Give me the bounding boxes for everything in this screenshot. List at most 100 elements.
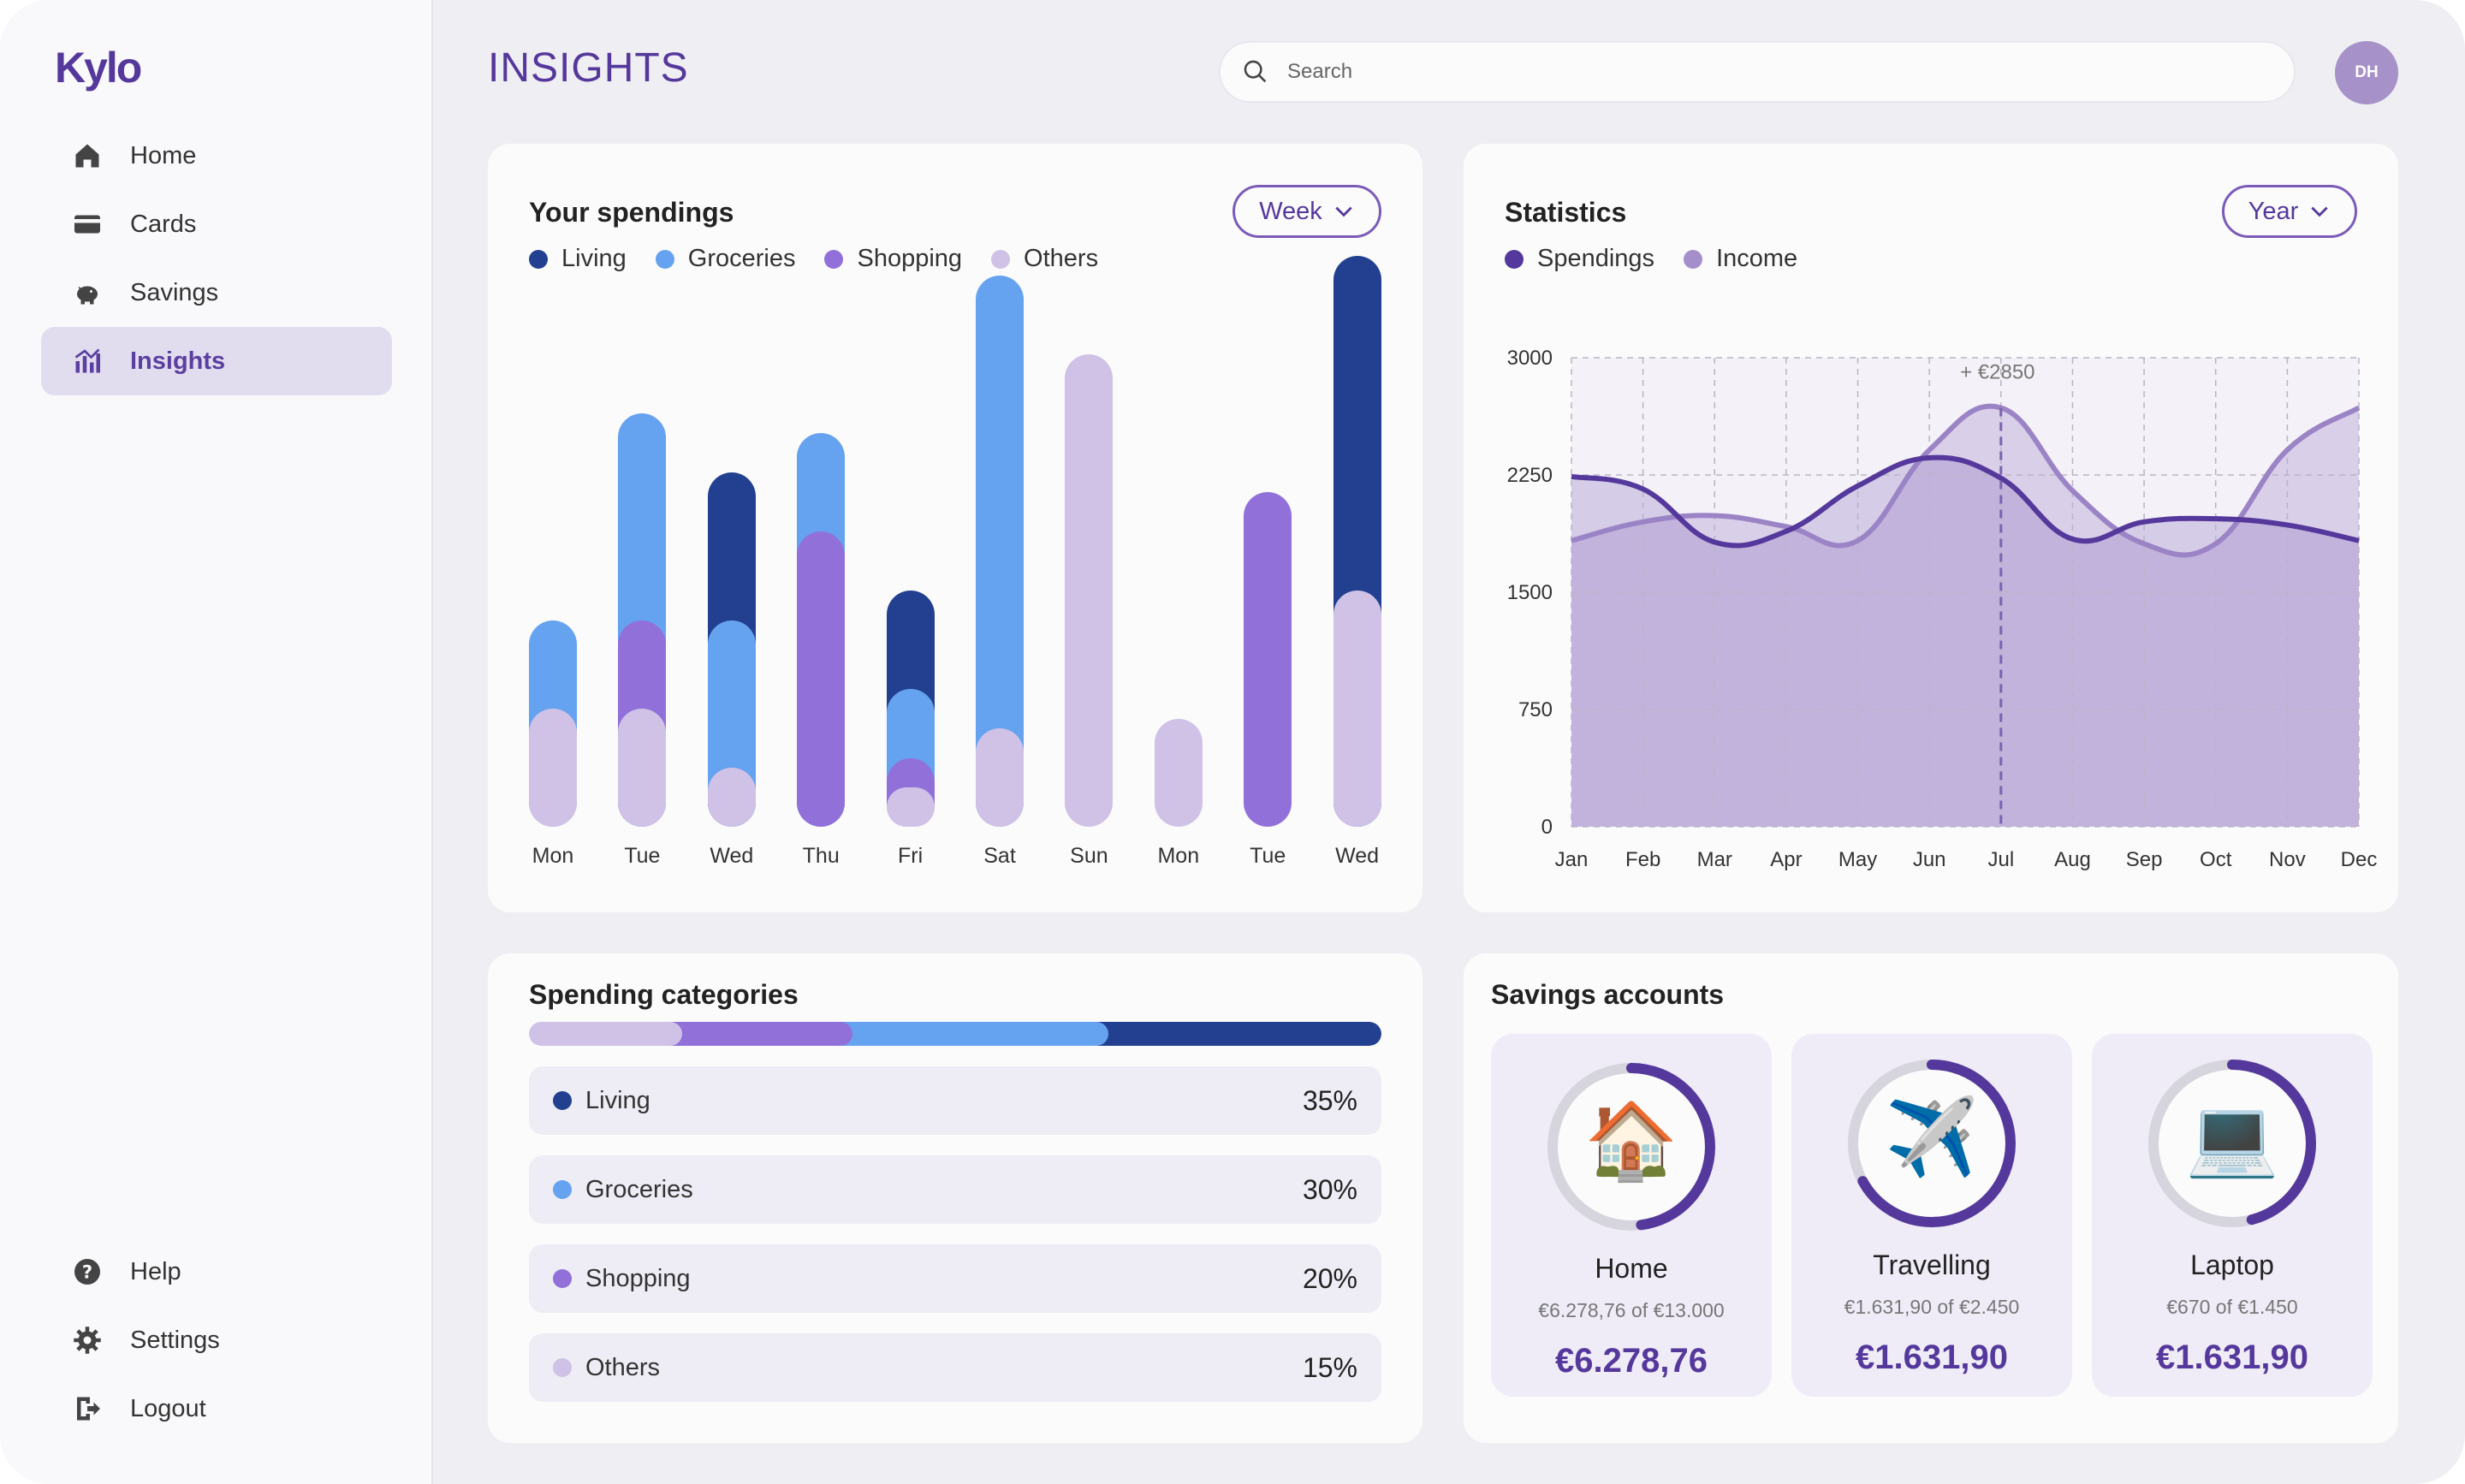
- sidebar-item-logout[interactable]: Logout: [41, 1374, 392, 1443]
- sidebar-item-insights[interactable]: Insights: [41, 327, 392, 395]
- avatar[interactable]: DH: [2335, 41, 2398, 104]
- category-row-others[interactable]: Others 15%: [529, 1333, 1381, 1402]
- category-name: Others: [585, 1353, 661, 1381]
- legend-item-groceries: Groceries: [655, 245, 796, 273]
- airplane-icon: ✈️: [1885, 1095, 1979, 1179]
- x-tick-label: Tue: [1250, 844, 1286, 868]
- categories-stacked-bar: [529, 1022, 1381, 1046]
- progress-arc: [1848, 1060, 2016, 1227]
- y-tick-label: 3000: [1507, 347, 1553, 370]
- sidebar-item-label: Help: [130, 1257, 181, 1285]
- dropdown-value: Week: [1259, 197, 1322, 225]
- x-tick-label: Sep: [2126, 848, 2163, 871]
- legend-item-shopping: Shopping: [824, 245, 962, 273]
- legend-item-living: Living: [529, 245, 627, 273]
- category-name: Living: [585, 1086, 650, 1114]
- legend-label: Groceries: [687, 245, 796, 272]
- sidebar-item-home[interactable]: Home: [41, 122, 392, 190]
- sidebar-item-help[interactable]: ? Help: [41, 1238, 392, 1306]
- x-tick-label: Apr: [1770, 848, 1802, 871]
- account-name: Home: [1595, 1253, 1668, 1284]
- bar-segment-others: [529, 709, 577, 827]
- bar-segment-others: [1154, 718, 1203, 827]
- account-name: Travelling: [1873, 1250, 1991, 1280]
- legend-label: Living: [561, 245, 627, 272]
- category-segment-others: [529, 1022, 683, 1046]
- account-progress-text: €670 of €1.450: [2166, 1296, 2298, 1318]
- card-icon: [72, 209, 103, 240]
- x-tick-label: Sun: [1070, 844, 1108, 868]
- category-row-groceries[interactable]: Groceries 30%: [529, 1155, 1381, 1224]
- dropdown-value: Year: [2248, 197, 2299, 225]
- x-tick-label: Thu: [802, 844, 840, 868]
- x-tick-label: Mon: [532, 844, 574, 868]
- x-tick-label: Sat: [983, 844, 1016, 868]
- house-icon: 🏠: [1584, 1098, 1678, 1183]
- sidebar-item-label: Savings: [130, 278, 219, 306]
- bar-segment-others: [618, 709, 667, 827]
- income-line: [1571, 403, 2361, 558]
- app-logo[interactable]: Kylo: [55, 44, 142, 92]
- logout-icon: [72, 1393, 103, 1424]
- savings-title: Savings accounts: [1491, 979, 1725, 1010]
- bar-segment-others: [1065, 354, 1114, 827]
- sidebar-item-savings[interactable]: Savings: [41, 258, 392, 327]
- sidebar-item-label: Home: [130, 141, 197, 169]
- x-tick-label: Mon: [1157, 844, 1200, 868]
- x-tick-label: Mar: [1697, 848, 1732, 871]
- category-segment-shopping: [656, 1022, 853, 1046]
- savings-account-laptop[interactable]: 💻 Laptop €670 of €1.450 €1.631,90: [2092, 1034, 2373, 1397]
- progress-arc: [2148, 1060, 2316, 1227]
- sidebar-item-settings[interactable]: Settings: [41, 1306, 392, 1374]
- category-percent: 15%: [1302, 1351, 1357, 1383]
- page-title: INSIGHTS: [488, 45, 689, 91]
- progress-arc: [1547, 1063, 1715, 1231]
- income-area: [1571, 406, 2359, 827]
- category-dot: [553, 1358, 572, 1377]
- x-tick-label: Wed: [1335, 844, 1380, 868]
- x-tick-label: Wed: [710, 844, 754, 868]
- category-percent: 35%: [1302, 1084, 1357, 1116]
- sidebar-item-label: Cards: [130, 210, 197, 238]
- search-placeholder: Search: [1287, 60, 1353, 83]
- statistics-legend: Spendings Income: [1505, 245, 1826, 273]
- categories-title: Spending categories: [529, 979, 799, 1010]
- category-dot: [553, 1180, 572, 1199]
- savings-account-home[interactable]: 🏠 Home €6.278,76 of €13.000 €6.278,76: [1491, 1034, 1772, 1397]
- y-tick-label: 1500: [1507, 581, 1553, 604]
- category-row-shopping[interactable]: Shopping 20%: [529, 1244, 1381, 1313]
- legend-dot: [655, 249, 674, 269]
- category-name: Shopping: [585, 1264, 691, 1292]
- legend-label: Spendings: [1537, 245, 1655, 272]
- chevron-down-icon: [1335, 206, 1352, 217]
- search-input[interactable]: Search: [1219, 41, 2296, 103]
- sidebar-item-label: Insights: [130, 347, 226, 375]
- piggy-bank-icon: [72, 277, 103, 308]
- category-name: Groceries: [585, 1175, 693, 1203]
- x-tick-label: Feb: [1625, 848, 1660, 871]
- week-dropdown[interactable]: Week: [1232, 185, 1381, 238]
- legend-item-others: Others: [991, 245, 1098, 273]
- legend-dot: [824, 249, 844, 269]
- x-tick-label: Aug: [2054, 848, 2091, 871]
- sidebar-item-label: Logout: [130, 1394, 206, 1422]
- legend-dot: [1505, 249, 1524, 269]
- x-tick-label: Jun: [1913, 848, 1946, 871]
- bar-segment-others: [976, 728, 1024, 827]
- sidebar-item-label: Settings: [130, 1326, 220, 1354]
- x-tick-label: Oct: [2200, 848, 2232, 871]
- x-tick-label: Tue: [624, 844, 661, 868]
- svg-text:?: ?: [82, 1262, 92, 1283]
- legend-label: Others: [1024, 245, 1099, 272]
- year-dropdown[interactable]: Year: [2222, 185, 2357, 238]
- sidebar-item-cards[interactable]: Cards: [41, 190, 392, 258]
- account-amount: €1.631,90: [1856, 1339, 2008, 1376]
- statistics-title: Statistics: [1505, 197, 1627, 228]
- highlight-label: + €2850: [1960, 360, 2034, 383]
- help-icon: ?: [72, 1256, 103, 1287]
- account-progress-text: €6.278,76 of €13.000: [1538, 1299, 1725, 1321]
- x-tick-label: Nov: [2269, 848, 2306, 871]
- savings-account-travelling[interactable]: ✈️ Travelling €1.631,90 of €2.450 €1.631,90: [1791, 1034, 2072, 1397]
- category-row-living[interactable]: Living 35%: [529, 1066, 1381, 1135]
- legend-item-income: Income: [1684, 245, 1797, 273]
